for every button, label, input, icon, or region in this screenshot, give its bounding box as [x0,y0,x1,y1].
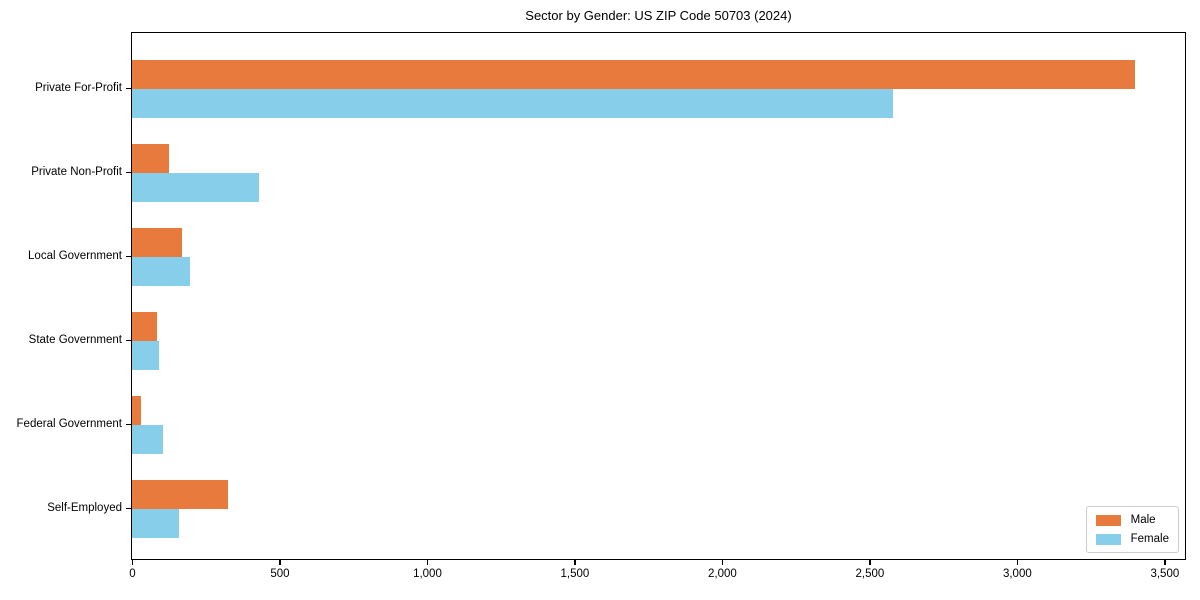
x-axis-tick-label: 500 [270,568,290,580]
bar-male-federal-government [132,396,141,425]
x-axis-tick-label: 1,500 [560,568,590,580]
x-axis-tick-label: 2,000 [708,568,737,580]
bar-female-private-for-profit [132,89,893,118]
legend: Male Female [1085,506,1179,553]
x-axis-tick-label: 3,000 [1002,568,1032,580]
y-axis-label-local-government: Local Government [28,250,122,262]
x-axis-tick [279,560,281,565]
x-axis-tick-label: 1,000 [413,568,442,580]
bar-male-local-government [132,228,183,257]
y-axis-label-private-non-profit: Private Non-Profit [31,166,122,178]
bar-male-self-employed [132,480,228,509]
x-axis-tick-label: 3,500 [1150,568,1180,580]
y-axis-tick [126,424,131,426]
legend-label-female: Female [1130,533,1169,545]
y-axis-tick [126,340,131,342]
chart-title: Sector by Gender: US ZIP Code 50703 (202… [525,8,792,23]
plot-area [131,32,1186,560]
x-axis-tick [132,560,134,565]
x-axis-tick-label: 0 [129,568,136,580]
x-axis-tick-label: 2,500 [855,568,885,580]
y-axis-tick [126,256,131,258]
x-axis-tick [574,560,576,565]
bar-female-self-employed [132,509,180,538]
y-axis-tick [126,88,131,90]
bar-male-state-government [132,312,158,341]
bar-male-private-for-profit [132,60,1135,89]
y-axis-tick [126,508,131,510]
y-axis-label-state-government: State Government [28,334,122,346]
legend-swatch-female [1095,533,1121,545]
bar-female-private-non-profit [132,173,259,202]
bar-male-private-non-profit [132,144,169,173]
legend-label-male: Male [1130,514,1156,526]
y-axis-tick [126,172,131,174]
y-axis-label-private-for-profit: Private For-Profit [35,82,122,94]
x-axis-tick [1164,560,1166,565]
x-axis-tick [1016,560,1019,565]
y-axis-label-self-employed: Self-Employed [47,502,122,514]
bar-female-federal-government [132,425,163,454]
x-axis-tick [869,560,871,565]
legend-swatch-male [1095,514,1121,526]
x-axis-tick [426,560,429,565]
bar-female-local-government [132,257,190,286]
legend-entry-female: Female [1095,533,1169,545]
legend-entry-male: Male [1095,514,1169,526]
bar-female-state-government [132,341,159,370]
x-axis-tick [721,560,724,565]
y-axis-label-federal-government: Federal Government [16,418,122,430]
